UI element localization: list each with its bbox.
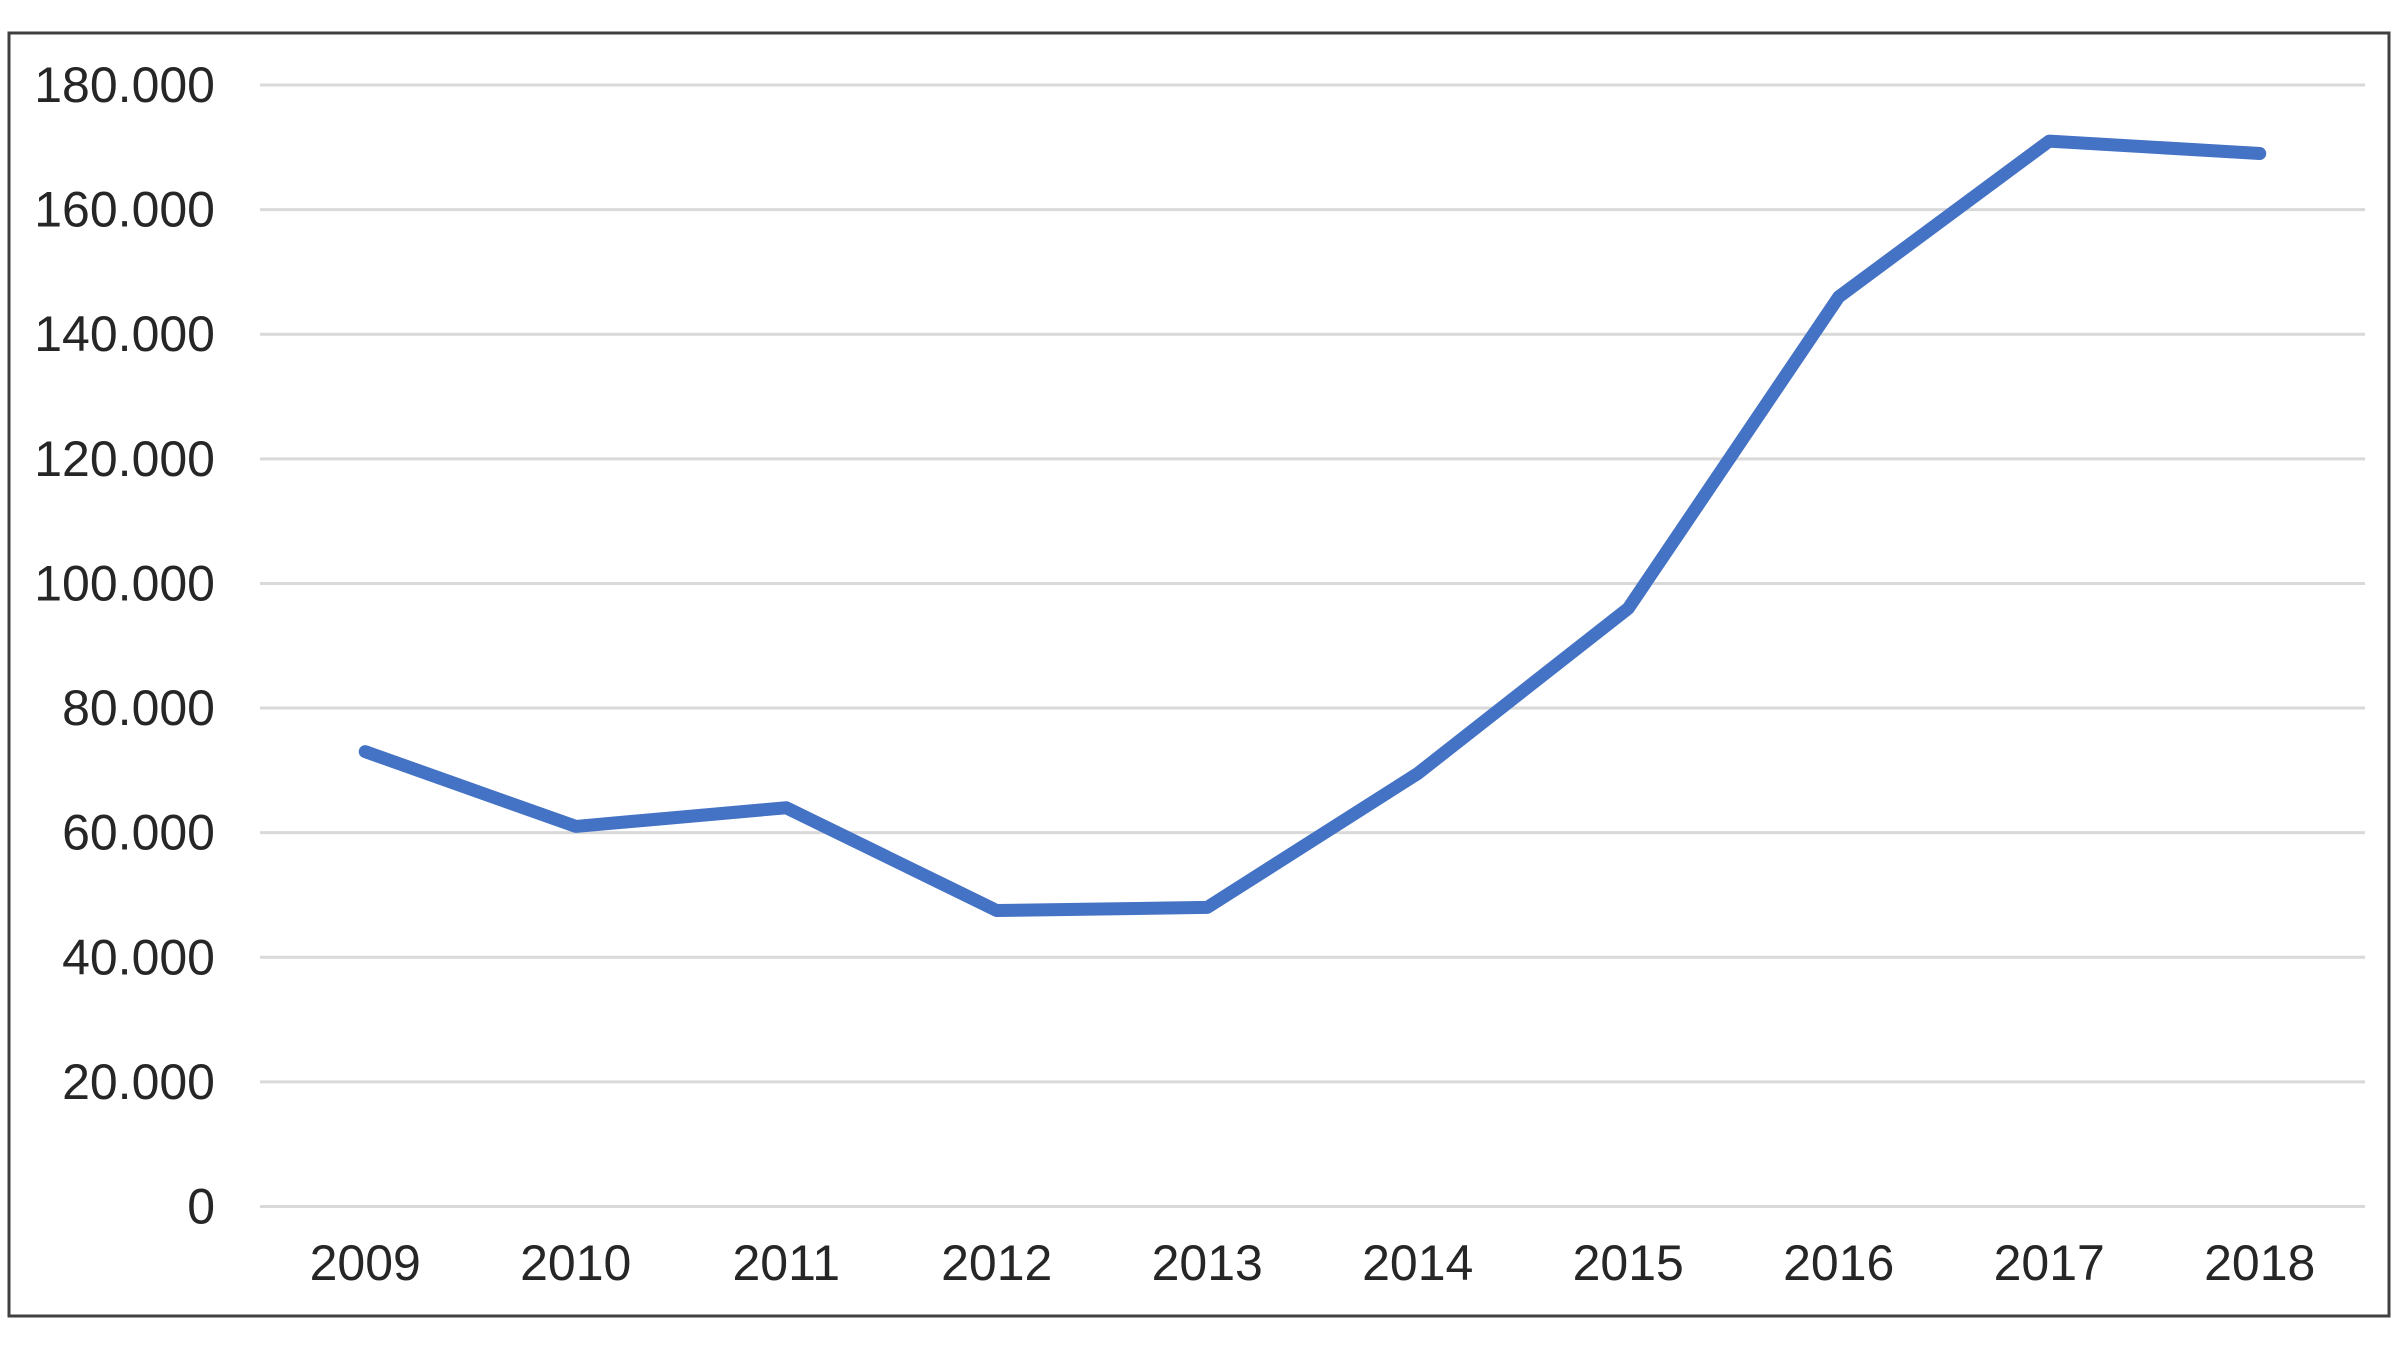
y-tick-label: 120.000	[34, 431, 215, 487]
x-category-label: 2013	[1152, 1235, 1263, 1291]
x-category-label: 2015	[1573, 1235, 1684, 1291]
chart-border	[7, 31, 2391, 1318]
x-category-label: 2012	[941, 1235, 1052, 1291]
y-tick-label: 160.000	[34, 182, 215, 238]
x-category-label: 2014	[1362, 1235, 1473, 1291]
y-tick-label: 140.000	[34, 306, 215, 362]
y-tick-label: 80.000	[62, 680, 215, 736]
x-category-label: 2018	[2204, 1235, 2315, 1291]
y-tick-label: 0	[187, 1179, 215, 1235]
data-series-line	[358, 134, 2267, 918]
y-tick-label: 180.000	[34, 57, 215, 113]
y-tick-label: 60.000	[62, 805, 215, 861]
y-tick-label: 20.000	[62, 1054, 215, 1110]
x-category-label: 2016	[1783, 1235, 1894, 1291]
y-tick-label: 40.000	[62, 929, 215, 985]
x-category-label: 2010	[520, 1235, 631, 1291]
y-tick-label: 100.000	[34, 555, 215, 611]
x-category-label: 2009	[310, 1235, 421, 1291]
x-category-label: 2017	[1994, 1235, 2105, 1291]
x-category-label: 2011	[732, 1235, 840, 1291]
